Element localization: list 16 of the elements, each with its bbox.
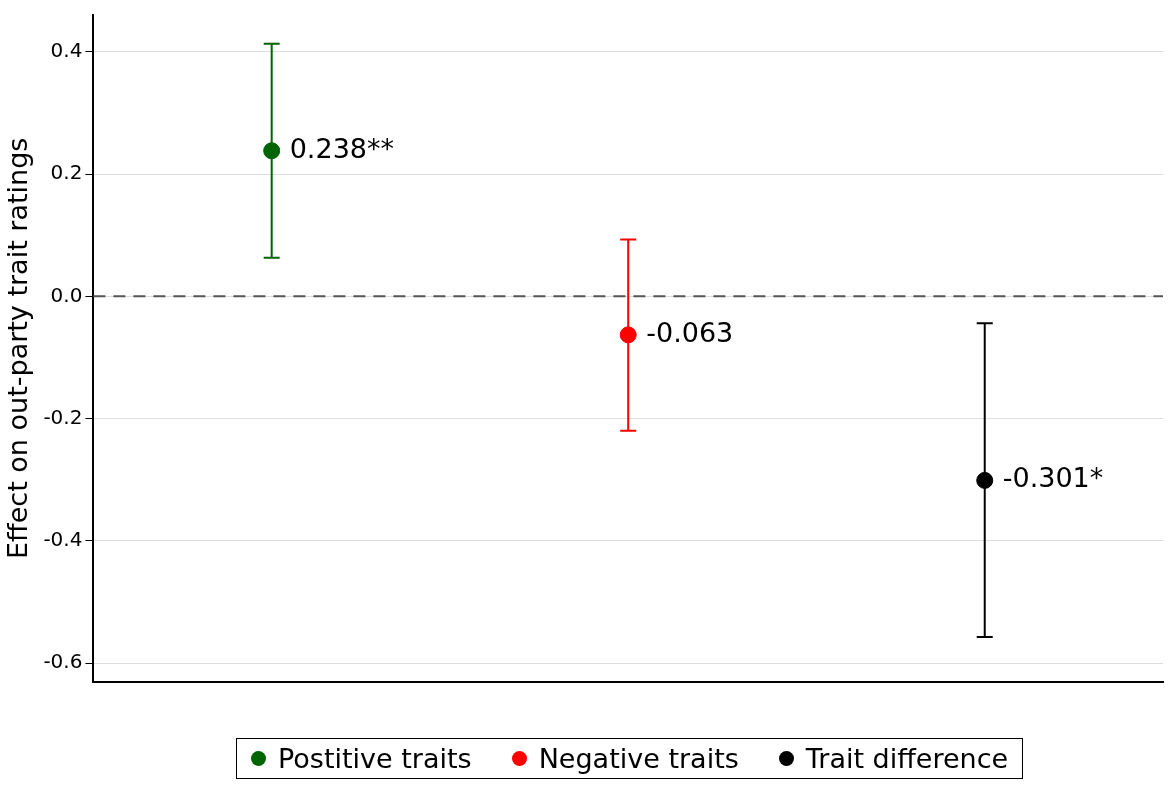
point <box>619 326 637 344</box>
point <box>976 471 994 489</box>
y-axis-title: Effect on out-party trait ratings <box>2 137 34 559</box>
y-tick-label: 0.4 <box>50 37 83 62</box>
y-tick-label: -0.4 <box>43 527 83 552</box>
point <box>263 142 281 160</box>
y-tick-label: 0.0 <box>50 282 83 307</box>
legend-label: Postitive traits <box>278 743 472 774</box>
data-label: -0.301* <box>1002 462 1104 494</box>
y-tick-label: -0.2 <box>43 404 83 429</box>
data-label: -0.063 <box>646 316 734 348</box>
legend-label: Negative traits <box>538 743 739 774</box>
data-label: 0.238** <box>289 132 394 164</box>
legend-label: Trait difference <box>805 743 1009 774</box>
y-tick-label: 0.2 <box>50 160 83 185</box>
y-tick-label: -0.6 <box>43 649 83 674</box>
